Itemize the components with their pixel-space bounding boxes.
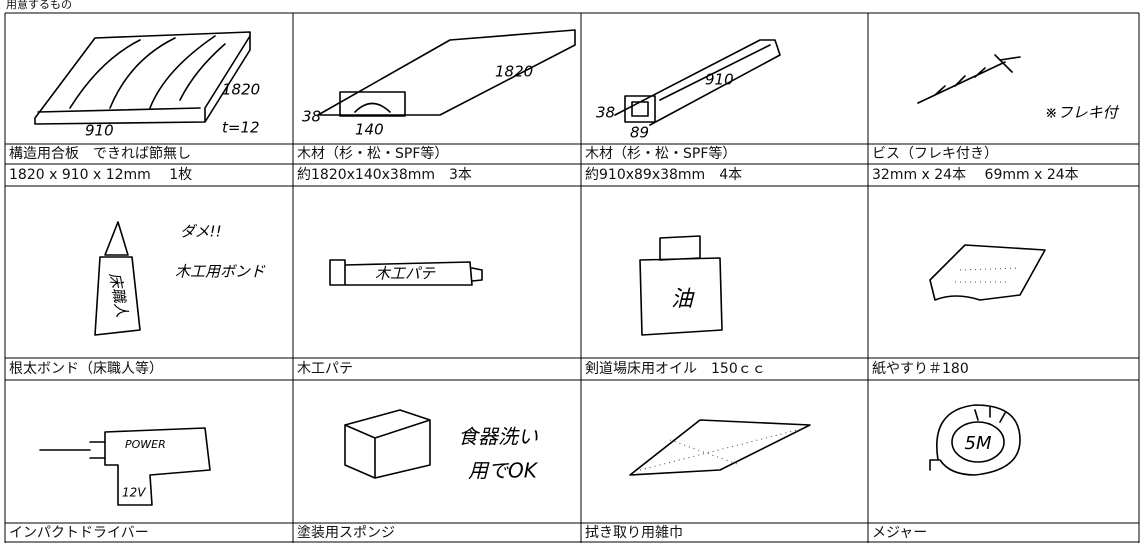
sketch-label: ダメ!!	[180, 223, 222, 241]
item-label: 構造用合板 できれば節無し	[9, 145, 191, 162]
item-spec: 32mm x 24本 69mm x 24本	[872, 167, 1079, 183]
item-label: メジャー	[872, 525, 927, 541]
sketch-label: 5M	[965, 433, 992, 454]
table-grid	[4, 12, 1140, 543]
item-spec: 1820 x 910 x 12mm 1枚	[9, 167, 192, 183]
sketch-label: ※フレキ付	[1045, 104, 1120, 122]
sketch-label: 38	[596, 104, 615, 122]
sketch-label: 140	[355, 121, 384, 139]
sketch-label: 910	[85, 122, 114, 140]
sketch-label: 1820	[222, 81, 260, 99]
item-label: 剣道場床用オイル 150ｃｃ	[585, 361, 766, 377]
item-label: 木工パテ	[297, 361, 353, 377]
item-label: インパクトドライバー	[9, 525, 149, 541]
sketch-label: 床職人	[106, 271, 132, 318]
sketch-label: t=12	[222, 119, 260, 137]
item-label: ビス（フレキ付き）	[872, 146, 998, 162]
sketch-label: 油	[671, 287, 695, 312]
sketches	[34, 29, 1046, 506]
sketch-label: 用でOK	[468, 459, 539, 483]
item-label: 木材（杉・松・SPF等）	[297, 145, 448, 162]
item-label: 塗装用スポンジ	[297, 524, 395, 541]
sketch-label: POWER	[125, 438, 166, 451]
sketch-label: 38	[302, 108, 321, 126]
item-label: 木材（杉・松・SPF等）	[585, 145, 736, 162]
item-label: 紙やすり＃180	[872, 361, 969, 377]
sketch-label: 木工パテ	[375, 265, 436, 283]
item-label: 拭き取り用雑巾	[585, 525, 683, 541]
item-spec: 約1820x140x38mm 3本	[297, 167, 472, 183]
item-spec: 約910x89x38mm 4本	[585, 167, 742, 183]
sketch-label: 木工用ボンド	[175, 263, 266, 281]
sketch-label: 1820	[495, 63, 533, 81]
sketch-label: 食器洗い	[458, 425, 538, 449]
page-title: 用意するもの	[6, 0, 72, 11]
item-label: 根太ボンド（床職人等）	[9, 360, 163, 377]
sketch-label: 89	[630, 124, 649, 142]
sketch-label: 910	[705, 71, 734, 89]
sketch-label: 12V	[122, 486, 146, 500]
